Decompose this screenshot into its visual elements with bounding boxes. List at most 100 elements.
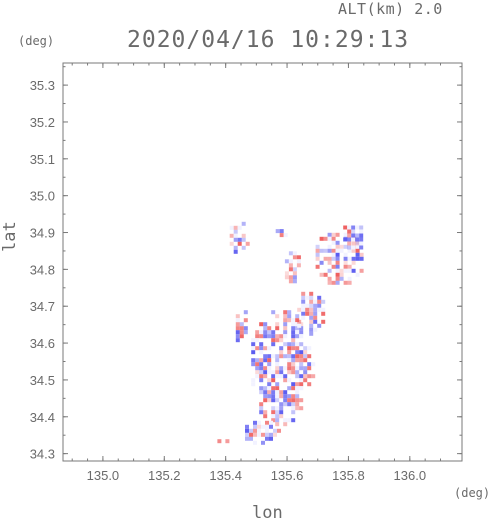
echo-cell [271,338,276,343]
echo-cell [327,260,332,265]
echo-cell [355,240,360,245]
echo-cell [284,271,289,276]
echo-cell [283,422,288,427]
echo-cell [277,428,281,433]
echo-cell [287,354,292,359]
echo-cell [309,315,314,320]
echo-cell [287,386,292,391]
echo-cell [275,410,280,415]
echo-cell [295,354,300,359]
echo-cell [283,378,288,383]
echo-cell [273,432,277,437]
echo-cell [347,245,352,250]
echo-cell [253,424,257,429]
echo-cell [343,256,348,261]
echo-cell [317,299,322,304]
echo-cell [269,432,273,437]
echo-cell [359,241,364,246]
echo-cell [339,272,344,277]
echo-cell [299,398,304,403]
echo-cell [279,394,284,399]
echo-cell [335,256,340,261]
echo-cell [288,263,293,268]
echo-cell [303,358,308,363]
echo-cell [249,436,253,441]
echo-cell [251,342,256,347]
echo-cell [235,338,240,343]
echo-cell [291,322,296,327]
echo-cell [269,436,273,441]
echo-cell [299,406,304,411]
echo-cell [339,248,344,253]
echo-cell [317,323,322,328]
echo-cell [263,386,268,391]
echo-cell [309,311,314,316]
echo-cell [291,398,296,403]
echo-cell [315,264,320,269]
echo-cell [255,358,260,363]
echo-cell [295,394,300,399]
echo-cell [287,362,292,367]
echo-cell [225,439,230,444]
echo-cell [331,252,336,257]
echo-cell [275,366,280,371]
echo-cell [323,272,328,277]
echo-cell [239,326,244,331]
echo-cell [335,240,340,245]
echo-cell [347,256,352,261]
echo-cell [347,241,352,246]
echo-cell [287,394,292,399]
echo-cell [291,358,296,363]
echo-cell [239,330,244,335]
echo-cell [255,374,260,379]
echo-cell [267,366,272,371]
echo-cell [261,440,265,445]
y-tick-label: 34.4 [30,410,55,425]
echo-cell [291,406,296,411]
echo-cell [292,279,297,284]
echo-cell [295,330,300,335]
echo-cell [279,402,284,407]
echo-cell [307,346,312,351]
echo-cell [287,310,292,315]
echo-cell [287,342,292,347]
echo-cell [283,402,288,407]
echo-cell [295,358,300,363]
echo-cell [239,322,244,327]
echo-cell [283,394,288,399]
y-tick-label: 35.2 [30,115,55,130]
echo-cell [283,322,288,327]
echo-cell [291,370,296,375]
echo-cell [217,439,222,444]
echo-cell [241,237,246,242]
echo-cell [319,248,324,253]
echo-cell [301,307,306,312]
echo-cell [303,354,308,359]
echo-cell [275,354,280,359]
echo-cell [291,338,296,343]
echo-cell [271,390,276,395]
echo-cell [275,374,280,379]
echo-cell [301,295,306,300]
echo-cell [271,342,276,347]
echo-cell [257,424,261,429]
echo-cell [255,370,260,375]
echo-cell [275,326,280,331]
echo-cell [299,366,304,371]
y-tick-label: 34.6 [30,336,55,351]
echo-cell [288,251,293,256]
echo-cell [267,358,272,363]
echo-cell [296,259,301,264]
echo-cell [283,334,288,339]
echo-cell [295,406,300,411]
echo-cell [309,331,314,336]
echo-cell [275,338,280,343]
echo-cell [343,237,348,242]
echo-cell [307,362,312,367]
echo-cell [351,256,356,261]
x-tick-label: 136.0 [394,468,427,483]
echo-cell [271,414,276,419]
echo-cell [259,330,264,335]
echo-cell [291,342,296,347]
echo-cell [279,410,284,415]
